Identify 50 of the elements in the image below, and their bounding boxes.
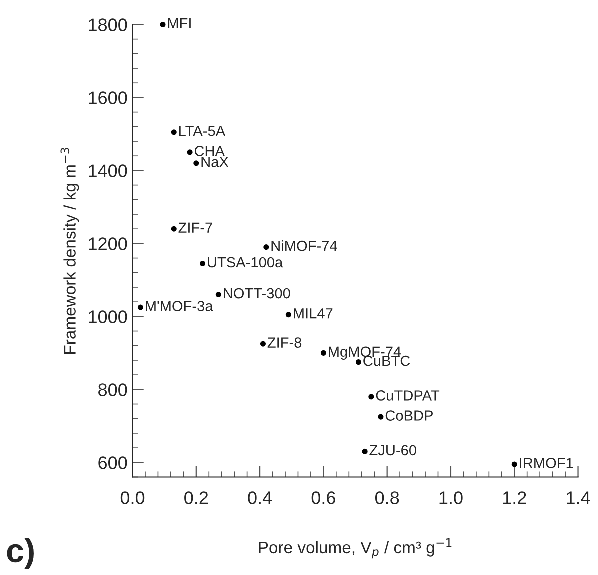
annotation: MFI — [168, 18, 191, 28]
y-tick-label: 1000 — [89, 310, 128, 324]
y-tick-label: 800 — [98, 384, 128, 396]
annotation: UTSA-100a — [208, 257, 284, 268]
y-tick-label: 1400 — [89, 164, 128, 178]
x-tick-label: 0.4 — [248, 492, 272, 504]
x-tick-label: 0.6 — [312, 492, 336, 504]
y-tick-label: 1600 — [89, 92, 128, 104]
annotation: NOTT-300 — [224, 288, 290, 299]
x-axis-title: Pore volume, V$_{p}$ / cm³ g$^{−1}$ — [259, 538, 452, 559]
point — [171, 226, 177, 232]
y-tick-label: 1200 — [89, 238, 128, 250]
point — [160, 22, 166, 28]
annotation: M'MOF-3a — [146, 301, 214, 312]
point — [320, 350, 326, 356]
annotation: LTA-5A — [179, 126, 226, 136]
annotation: ZIF-7 — [178, 222, 212, 233]
point — [216, 292, 222, 298]
point — [512, 462, 518, 468]
x-tick-label: 1.0 — [440, 492, 463, 504]
point — [286, 312, 292, 318]
point — [194, 160, 200, 166]
annotation: CHA — [194, 146, 225, 156]
annotation: NaX — [202, 157, 229, 168]
annotation: MIL47 — [294, 308, 333, 319]
annotation: NiMOF-74 — [272, 240, 338, 252]
annotation: CoBDP — [386, 410, 433, 421]
point — [264, 244, 270, 250]
text: c) — [7, 538, 34, 570]
annotation: ZJU-60 — [370, 445, 416, 456]
point — [378, 414, 384, 420]
x-tick-label: 0.8 — [375, 492, 400, 504]
y-tick-label: 1800 — [89, 18, 128, 32]
annotation: IRMOF1 — [520, 458, 574, 468]
point — [356, 360, 362, 366]
annotation: ZIF-8 — [268, 338, 302, 348]
point — [171, 130, 177, 136]
point — [368, 394, 374, 400]
point — [362, 448, 368, 454]
y-axis-title: Framework density / kg m$^{−3}$ — [60, 148, 80, 354]
point — [138, 304, 144, 310]
x-tick-label: 1.4 — [567, 492, 590, 504]
x-tick-label: 0.0 — [120, 492, 145, 504]
x-tick-label: 1.2 — [503, 492, 526, 504]
y-tick-label: 600 — [98, 456, 128, 470]
point — [260, 341, 266, 347]
x-tick-label: 0.2 — [184, 492, 208, 504]
point — [200, 260, 206, 267]
annotation: CuTDPAT — [376, 390, 440, 401]
point — [187, 150, 193, 156]
